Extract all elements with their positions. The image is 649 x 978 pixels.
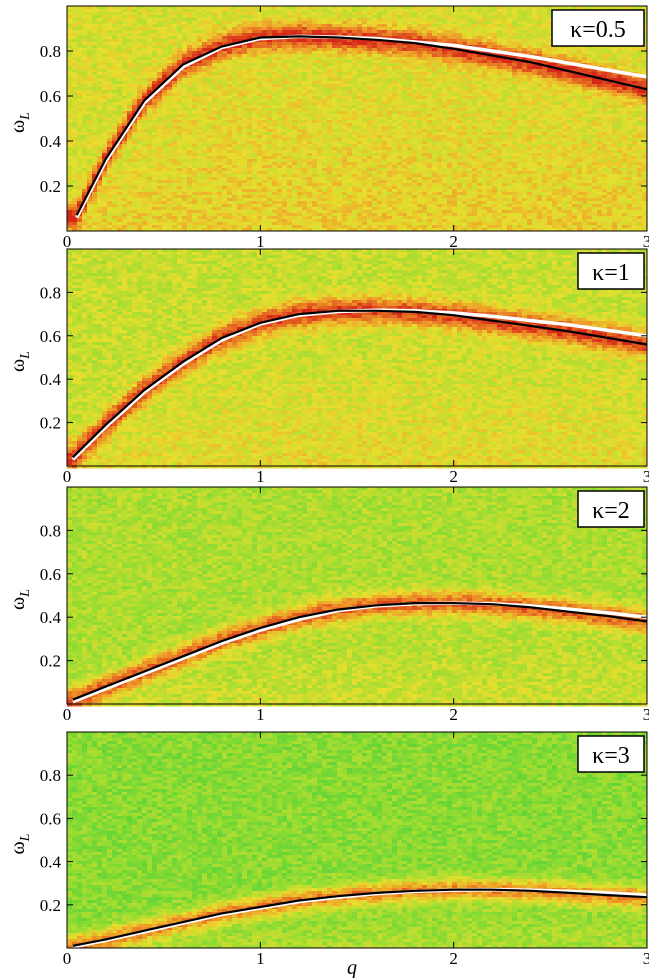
panel-1: 0 1 2 3 0.2 0.4 0.6 0.8 ωL κ=0.5 — [7, 5, 649, 251]
y-tick-label: 0.8 — [40, 42, 61, 61]
y-tick-label: 0.6 — [40, 809, 61, 828]
plot-frame — [66, 731, 648, 949]
panel-label: κ=3 — [592, 743, 630, 769]
x-tick-label: 3 — [643, 949, 649, 968]
y-tick-label: 0.6 — [40, 565, 61, 584]
theory-curve-black — [72, 602, 648, 701]
heatmap-field — [67, 6, 648, 232]
y-tick-label: 0.8 — [40, 283, 61, 302]
panel-2: 0 1 2 3 0.2 0.4 0.6 0.8 ωL κ=1 — [7, 248, 649, 486]
y-tick-label: 0.4 — [40, 608, 62, 627]
panel-label: κ=0.5 — [570, 17, 626, 43]
panel-label-box — [577, 735, 645, 773]
y-tick-label: 0.6 — [40, 327, 61, 346]
panel-label-box — [577, 252, 645, 290]
y-tick-label: 0.8 — [40, 766, 61, 785]
x-tick-label: 0 — [63, 949, 72, 968]
x-tick-label: 0 — [63, 467, 72, 486]
theory-curve-black — [72, 888, 648, 947]
x-tick-label: 2 — [449, 232, 458, 251]
plot-frame — [66, 486, 648, 705]
y-axis-label: ωL — [7, 351, 33, 372]
x-tick-label: 0 — [63, 232, 72, 251]
x-tick-label: 3 — [643, 705, 649, 724]
x-tick-label: 3 — [643, 232, 649, 251]
x-tick-label: 1 — [256, 232, 265, 251]
y-tick-label: 0.4 — [40, 853, 62, 872]
panel-3: 0 1 2 3 0.2 0.4 0.6 0.8 ωL κ=2 — [7, 486, 649, 724]
y-tick-label: 0.2 — [40, 177, 61, 196]
x-tick-label: 2 — [449, 949, 458, 968]
x-tick-label: 0 — [63, 705, 72, 724]
x-tick-label: 1 — [256, 949, 265, 968]
x-axis-label: q — [347, 957, 357, 978]
y-axis-label: ωL — [7, 833, 33, 854]
x-tick-label: 1 — [256, 705, 265, 724]
heatmap-field — [67, 487, 648, 707]
x-tick-label: 3 — [643, 467, 649, 486]
y-tick-label: 0.2 — [40, 652, 61, 671]
panel-label: κ=2 — [592, 498, 630, 524]
panel-4: 0 1 2 3 0.2 0.4 0.6 0.8 ωL κ=3 q — [7, 731, 649, 978]
x-tick-label: 2 — [449, 705, 458, 724]
panel-label-box — [551, 9, 645, 47]
y-tick-label: 0.4 — [40, 132, 62, 151]
y-tick-label: 0.6 — [40, 87, 61, 106]
y-axis-label: ωL — [7, 589, 33, 610]
x-tick-label: 2 — [449, 467, 458, 486]
theory-curve-black — [72, 309, 648, 459]
panel-label: κ=1 — [592, 260, 630, 286]
y-axis-label: ωL — [7, 112, 33, 133]
plot-frame — [66, 5, 648, 232]
heatmap-field — [67, 732, 648, 949]
y-tick-label: 0.2 — [40, 896, 61, 915]
y-tick-label: 0.4 — [40, 370, 62, 389]
y-tick-label: 0.8 — [40, 521, 61, 540]
x-tick-label: 1 — [256, 467, 265, 486]
plot-frame — [66, 248, 648, 467]
y-tick-label: 0.2 — [40, 414, 61, 433]
heatmap-field — [67, 249, 648, 469]
panel-label-box — [577, 490, 645, 528]
theory-curve-black — [75, 35, 648, 216]
